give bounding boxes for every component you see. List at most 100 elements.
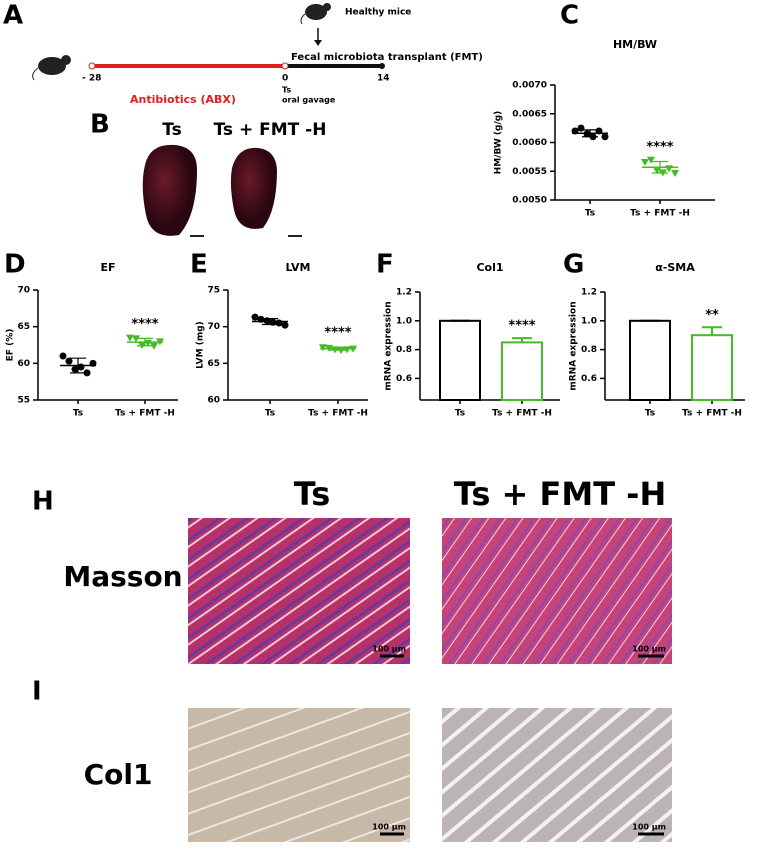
y-tick-label: 0.0060 [512, 138, 547, 148]
panel-label: D [4, 250, 26, 280]
error-bar [330, 346, 346, 351]
chart-title: HM/BW [613, 38, 657, 51]
bar [629, 319, 671, 401]
y-tick-label: 65 [207, 359, 220, 369]
scale-label: 100 μm [632, 645, 666, 654]
significance: **** [646, 140, 673, 155]
heart-label: Ts + FMT -H [214, 120, 327, 140]
data-point [319, 344, 327, 352]
y-tick-label: 1.0 [396, 316, 412, 326]
x-tick-label: Ts [265, 409, 275, 419]
error-bar [70, 357, 86, 374]
data-point [83, 369, 91, 377]
mouse-icon [32, 55, 71, 81]
y-tick-label: 0.6 [396, 374, 412, 384]
y-tick-label: 1.0 [581, 316, 597, 326]
y-axis-label: LVM (mg) [196, 321, 206, 369]
y-tick-label: 60 [17, 359, 30, 369]
abx-label: Antibiotics (ABX) [130, 93, 236, 106]
panel-label: A [3, 1, 23, 31]
data-point [65, 357, 73, 365]
panel-label: H [32, 487, 54, 517]
data-point [671, 169, 679, 177]
column-label: Ts [294, 475, 331, 513]
data-point [132, 335, 140, 343]
donor-mouse-icon [300, 3, 331, 25]
histology-image [188, 708, 410, 842]
error-bar [512, 337, 532, 343]
y-tick-label: 1.2 [396, 288, 412, 298]
y-tick-label: 0.0070 [512, 81, 547, 91]
heart-label: Ts [162, 120, 181, 140]
x-tick-label: Ts [645, 409, 655, 419]
x-tick-label: Ts + FMT -H [308, 409, 368, 419]
fmt-label: Fecal microbiota transplant (FMT) [291, 52, 483, 63]
panel-label: G [563, 250, 584, 280]
y-tick-label: 0.0050 [512, 196, 547, 206]
error-bar [137, 337, 153, 347]
x-tick-label: Ts [73, 409, 83, 419]
scale-label: 100 μm [372, 823, 406, 832]
histology-image [442, 518, 672, 664]
y-axis-label: mRNA expression [384, 301, 394, 390]
chart-title: LVM [286, 261, 311, 274]
column-label: Ts + FMT -H [454, 475, 666, 513]
data-point [653, 167, 661, 175]
panel-label: C [560, 1, 579, 31]
histology-image [442, 708, 672, 842]
timepoint [379, 63, 385, 69]
error-bar [582, 129, 598, 138]
x-tick-label: Ts [455, 409, 465, 419]
bar [439, 319, 481, 401]
scale-label: 100 μm [632, 823, 666, 832]
y-tick-label: 70 [17, 286, 30, 296]
y-tick-label: 0.8 [396, 345, 412, 355]
chart-title: EF [100, 261, 115, 274]
error-bar [702, 326, 722, 336]
y-tick-label: 1.2 [581, 288, 597, 298]
y-tick-label: 0.8 [581, 345, 597, 355]
x-tick-label: Ts + FMT -H [682, 409, 742, 419]
data-point [150, 342, 158, 350]
y-tick-label: 0.0065 [512, 109, 547, 119]
bar [691, 334, 733, 402]
data-point [281, 321, 289, 329]
y-axis-label: HM/BW (g/g) [494, 111, 504, 175]
y-tick-label: 0.0055 [512, 167, 547, 177]
data-point [601, 133, 609, 141]
significance: ** [705, 308, 719, 323]
row-label: Masson [63, 560, 182, 593]
y-axis-label: EF (%) [6, 329, 16, 362]
timepoint [281, 62, 289, 70]
figure-layout: A - 28 0 14 Antibiotics (ABX) Fecal micr… [3, 1, 672, 842]
chart-title: Col1 [476, 261, 503, 274]
panel-label: I [32, 677, 42, 707]
panel-label: B [90, 110, 110, 140]
x-tick-label: Ts + FMT -H [492, 409, 552, 419]
y-tick-label: 70 [207, 322, 220, 332]
x-tick-label: Ts [585, 209, 595, 219]
route-label: Ts [282, 86, 291, 95]
y-axis-label: mRNA expression [569, 301, 579, 390]
significance: **** [324, 326, 351, 341]
data-point [577, 124, 585, 132]
y-tick-label: 75 [207, 286, 220, 296]
data-point [275, 319, 283, 327]
heart-image [142, 144, 197, 236]
panel-label: F [376, 250, 394, 280]
y-tick-label: 65 [17, 322, 30, 332]
scale-label: 100 μm [372, 645, 406, 654]
chart-title: α-SMA [655, 261, 695, 274]
y-tick-label: 0.6 [581, 374, 597, 384]
timeline-end: 14 [377, 74, 390, 84]
data-point [126, 334, 134, 342]
row-label: Col1 [84, 758, 153, 791]
x-tick-label: Ts + FMT -H [115, 409, 175, 419]
data-point [641, 159, 649, 167]
significance: **** [508, 319, 535, 334]
donor-label: Healthy mice [345, 8, 411, 18]
arrow-head [314, 40, 322, 46]
data-point [59, 352, 67, 360]
timepoint [88, 62, 96, 70]
data-point [71, 365, 79, 373]
